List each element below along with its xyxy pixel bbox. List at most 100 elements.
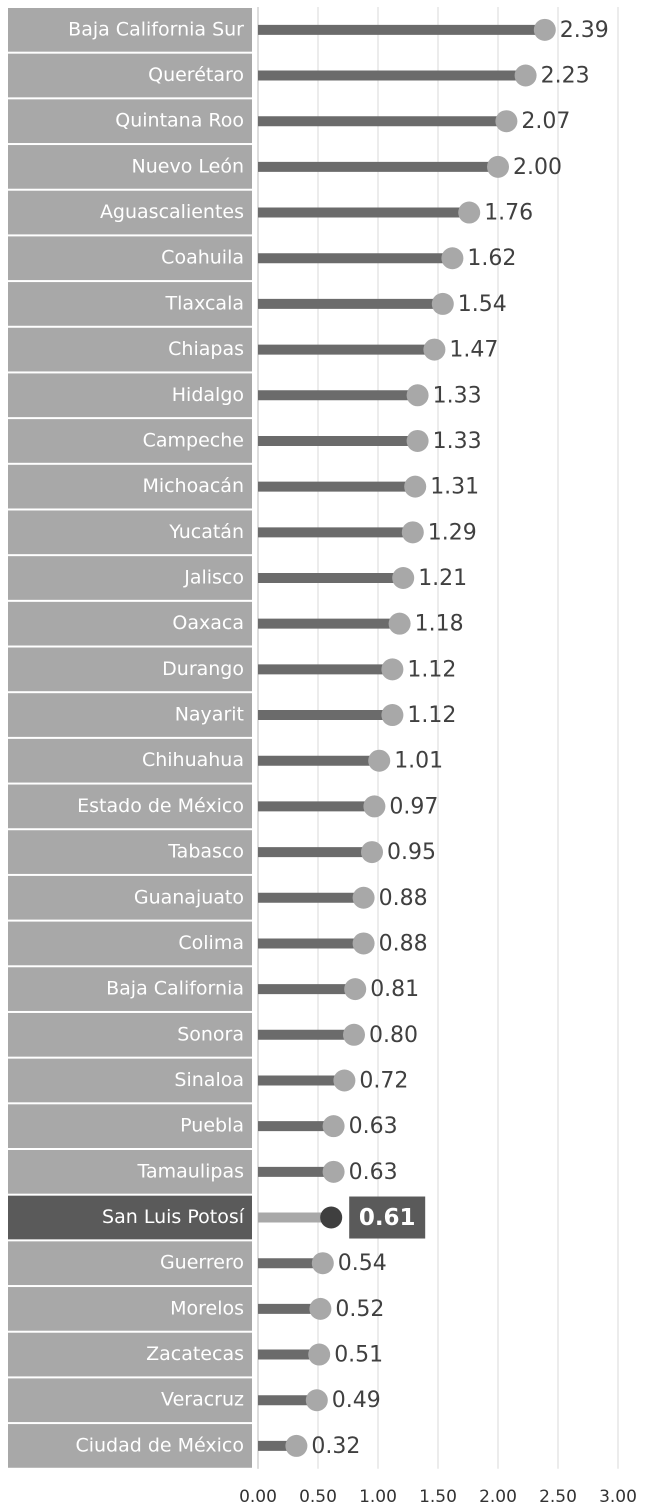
dot [285,1434,308,1457]
dot [344,978,367,1001]
category-box [8,327,252,372]
category-label: Zacatecas [146,1343,244,1365]
value-label: 1.29 [428,520,477,545]
dot [514,64,537,87]
x-tick-label: 0.00 [239,1487,277,1507]
category-box [8,282,252,326]
value-label: 2.07 [521,109,570,134]
category-box [8,373,252,418]
value-label: 2.00 [513,155,562,180]
dot [320,1206,343,1229]
category-label: Sinaloa [174,1069,244,1091]
category-label: Tabasco [167,841,244,863]
value-label: 1.47 [449,338,498,363]
dot [322,1160,345,1183]
dot [431,292,454,315]
dot [381,704,404,727]
category-label: Tamaulipas [137,1160,244,1182]
category-label: Jalisco [183,567,244,589]
category-box [8,830,252,874]
x-tick-label: 0.50 [299,1487,337,1507]
category-label: Hidalgo [172,384,244,406]
x-tick-label: 1.00 [359,1487,397,1507]
x-tick-label: 3.00 [599,1487,637,1507]
category-label: Oaxaca [172,612,244,634]
dot [381,658,404,681]
value-label: 0.97 [389,794,438,819]
category-label: Baja California [106,978,244,1000]
category-label: Estado de México [77,795,244,817]
category-label: Campeche [143,429,244,451]
value-label: 1.18 [415,612,464,637]
value-label: 0.63 [349,1160,398,1185]
value-label: 0.88 [379,931,428,956]
category-box [8,1104,252,1148]
value-label: 2.23 [541,64,590,89]
dot [487,155,509,178]
category-label: San Luis Potosí [102,1206,245,1228]
dot [401,521,424,544]
dot [333,1069,356,1092]
dot [441,247,464,270]
category-label: Chihuahua [142,749,244,771]
category-box [8,190,252,235]
dot [343,1023,365,1046]
value-label: 2.39 [560,18,609,43]
value-label-box [349,1196,426,1239]
category-box [8,1012,252,1057]
category-label: Durango [162,658,244,680]
category-box [8,1332,252,1377]
category-box [8,419,252,463]
category-label: Guerrero [160,1252,244,1274]
value-label: 0.95 [387,840,436,865]
value-label: 0.63 [349,1114,398,1139]
value-label: 1.33 [433,383,482,408]
dot [352,932,375,955]
x-tick-label: 2.50 [539,1487,577,1507]
dot [404,475,427,498]
category-label: Guanajuato [134,886,244,908]
x-tick-label: 2.00 [479,1487,517,1507]
category-label: Ciudad de México [75,1434,244,1456]
dot [392,567,415,589]
value-label: 1.76 [484,201,533,226]
value-label: 1.62 [467,246,516,271]
value-label: 1.31 [430,475,479,500]
value-label: 0.88 [379,886,428,911]
dot [423,338,446,361]
category-box [8,738,252,783]
category-box [8,647,252,692]
category-box [8,145,252,189]
category-label: Nuevo León [132,155,244,177]
category-label: Morelos [170,1297,244,1319]
category-box [8,53,252,98]
category-box [8,510,252,555]
category-box [8,1058,252,1103]
dot [406,384,429,407]
category-label: Querétaro [148,64,244,86]
dot [388,612,411,635]
value-label: 0.52 [335,1297,384,1322]
value-label: 1.01 [394,749,443,774]
value-label: 0.80 [369,1023,418,1048]
category-box [8,1378,252,1423]
category-box [8,8,252,52]
category-box [8,99,252,144]
x-tick-label: 1.50 [419,1487,457,1507]
value-label: 0.51 [334,1343,383,1368]
category-label: Veracruz [161,1389,244,1411]
dot [495,110,518,133]
category-label: Quintana Roo [115,110,244,132]
category-box [8,1424,252,1468]
dot [363,795,386,818]
dot [533,18,556,41]
category-label: Nayarit [175,704,244,726]
category-box [8,556,252,600]
value-label: 1.33 [433,429,482,454]
category-label: Colima [178,932,244,954]
category-box [8,1195,252,1240]
category-label: Aguascalientes [100,201,244,223]
dot [311,1252,334,1275]
value-label: 1.21 [418,566,467,591]
